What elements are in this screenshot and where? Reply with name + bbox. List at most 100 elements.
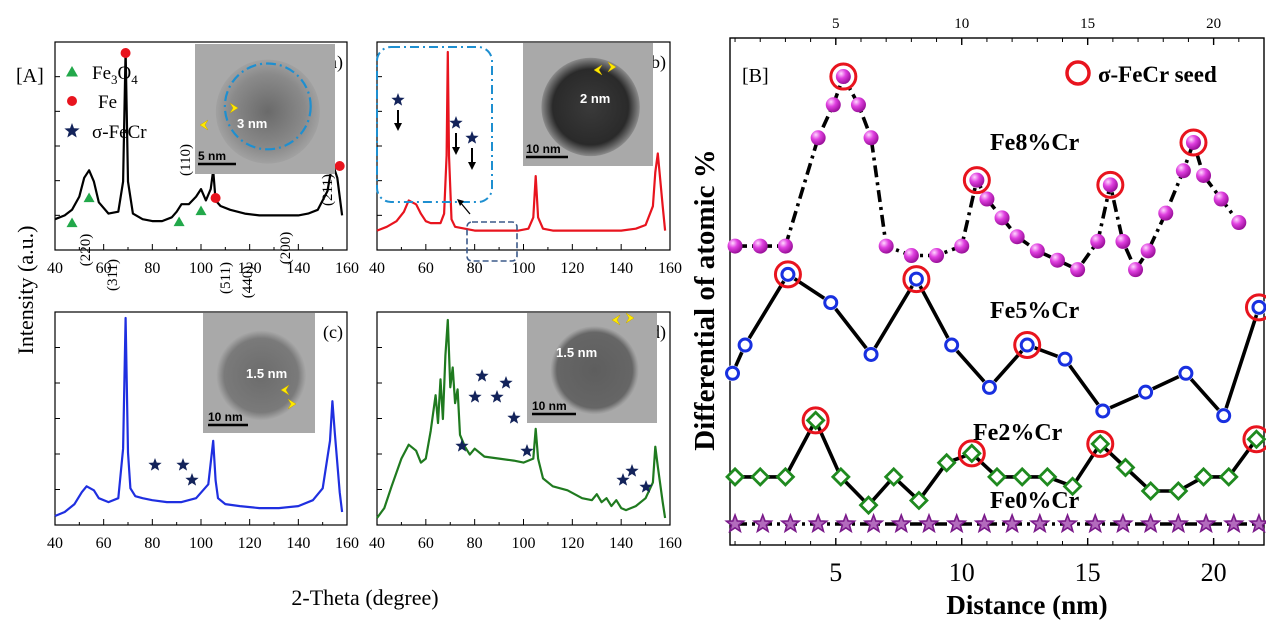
legend-sigma-marker — [64, 123, 80, 138]
seed-ring-marker — [1179, 128, 1208, 157]
series-point-fe0 — [1195, 512, 1217, 534]
panel-B-label: [B] — [742, 65, 769, 87]
series-point-fe2 — [936, 452, 957, 473]
legend-fe-label: Fe — [98, 92, 117, 113]
panel-B-xtick-label: 5 — [829, 558, 842, 587]
series-point-fe2 — [1218, 466, 1239, 487]
zoom-pointer-line — [459, 201, 471, 215]
peak-marker-fe — [210, 193, 221, 203]
series-point-fe0 — [1167, 512, 1190, 534]
tem-shell-marker — [607, 61, 617, 73]
hkl-label: (110) — [178, 144, 194, 176]
zoom-region-box — [466, 221, 518, 262]
tem-image-d: 1.5 nm 10 nm — [527, 312, 657, 423]
sigma-peak-star — [148, 458, 162, 471]
series-point-fe8 — [835, 69, 851, 85]
right-x-axis-label: Distance (nm) — [946, 590, 1107, 620]
series-point-fe2 — [1090, 433, 1111, 454]
sigma-peak-star — [625, 464, 639, 477]
series-point-fe0 — [779, 512, 802, 534]
sigma-peak-star — [449, 116, 463, 129]
seed-ring-marker — [1096, 170, 1125, 199]
series-point-fe2 — [961, 443, 982, 464]
series-point-fe5 — [1251, 299, 1266, 315]
panel-b-xtick-label: 160 — [658, 260, 682, 277]
series-point-fe0 — [1248, 512, 1266, 534]
seed-ring-marker — [1013, 331, 1042, 360]
seed-ring-marker — [902, 265, 931, 294]
series-point-fe8 — [825, 97, 841, 113]
zoom-pointer-head — [457, 199, 464, 206]
sigma-peak-star — [185, 473, 199, 486]
series-point-fe5 — [1019, 337, 1035, 353]
panel-d-xtick-label: 120 — [560, 535, 584, 552]
sigma-arrow-head — [394, 123, 402, 131]
series-point-fe8 — [810, 130, 826, 146]
panel-a-xtick-label: 160 — [335, 260, 359, 277]
seed-ring-marker — [773, 260, 802, 289]
sigma-peak-star — [455, 439, 469, 452]
series-point-fe2 — [775, 466, 796, 487]
panel-d-xtick-label: 80 — [467, 535, 483, 552]
series-point-fe8 — [1009, 229, 1025, 245]
panel-d-xtick-label: 40 — [369, 535, 385, 552]
panel-b-xtick-label: 120 — [560, 260, 584, 277]
series-line-fe8pctcr — [735, 72, 1241, 274]
peak-marker-fe3o4 — [83, 192, 95, 203]
left-x-axis-label: 2-Theta (degree) — [291, 585, 438, 610]
series-point-fe0 — [945, 512, 968, 534]
panel-c-pattern-line — [54, 316, 344, 518]
panel-c-xtick-label: 80 — [144, 535, 160, 552]
series-point-fe0 — [862, 512, 885, 534]
series-point-fe8 — [994, 210, 1010, 226]
series-point-fe5 — [1138, 384, 1154, 400]
tem-shell-thickness-label: 1.5 nm — [246, 366, 287, 381]
tem-image-b: 2 nm 10 nm — [523, 43, 653, 166]
panel-d-xtick-label: 60 — [418, 535, 434, 552]
panel-c-xtick-label: 160 — [335, 535, 359, 552]
series-point-fe2 — [725, 466, 746, 487]
tem-core-outline — [223, 62, 312, 151]
tem-image-c: 1.5 nm 10 nm — [203, 313, 315, 433]
series-point-fe8 — [1140, 243, 1156, 259]
series-point-fe8 — [1128, 262, 1144, 278]
panel-B-top-xtick-label: 20 — [1206, 16, 1221, 32]
panel-B-xtick-label: 10 — [949, 558, 975, 587]
series-point-fe0 — [752, 512, 774, 534]
series-point-fe2 — [908, 490, 929, 511]
panel-B-top-xtick-label: 15 — [1080, 16, 1095, 32]
sigma-peak-star — [616, 473, 630, 486]
panel-b-xtick-label: 60 — [418, 260, 434, 277]
series-point-fe5 — [863, 346, 879, 362]
zoom-inset-box — [376, 46, 493, 203]
series-point-fe5 — [908, 271, 924, 287]
series-point-fe0 — [973, 512, 996, 534]
series-point-fe8 — [1029, 243, 1045, 259]
series-label: Fe0%Cr — [990, 488, 1080, 514]
series-point-fe8 — [1175, 163, 1191, 179]
series-point-fe2 — [987, 466, 1007, 487]
hkl-label: (311) — [105, 259, 121, 291]
panel-b-pattern-line — [376, 50, 667, 232]
series-point-fe5 — [1178, 365, 1194, 381]
series-point-fe5 — [725, 365, 741, 381]
series-point-fe2 — [883, 466, 904, 487]
tem-shell-marker — [593, 64, 603, 76]
panel-b-xtick-label: 80 — [467, 260, 483, 277]
series-label: Fe5%Cr — [990, 298, 1080, 324]
series-point-fe2 — [750, 466, 771, 487]
sigma-peak-star — [490, 390, 504, 403]
series-point-fe8 — [1213, 191, 1229, 207]
series-point-fe0 — [1084, 512, 1106, 534]
peak-marker-fe3o4 — [195, 205, 207, 216]
series-point-fe2 — [1037, 466, 1058, 487]
sigma-peak-star — [507, 411, 521, 424]
right-y-axis-label: Differential of atomic % — [689, 149, 721, 450]
panel-B-frame — [729, 37, 1265, 546]
seed-ring-marker — [957, 439, 986, 468]
series-point-fe2 — [1168, 481, 1189, 502]
panel-B-xtick-label: 15 — [1075, 558, 1101, 587]
tem-shell-marker — [199, 119, 209, 131]
sigma-arrow-head — [452, 147, 460, 155]
seed-ring-marker — [1242, 425, 1266, 454]
